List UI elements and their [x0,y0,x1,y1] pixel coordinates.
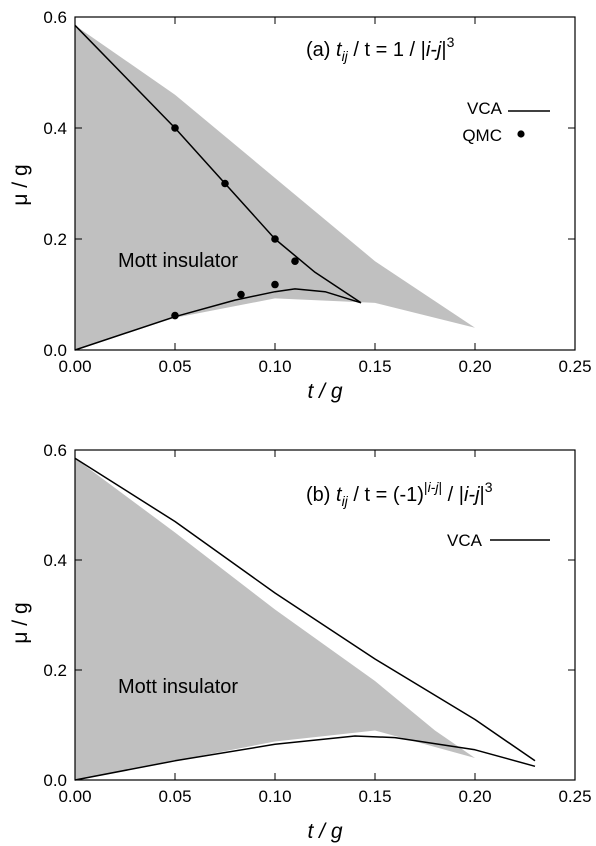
xtick-label-a: 0.10 [258,357,291,376]
xlabel-a: t / g [307,380,342,403]
xtick-label-b: 0.15 [358,787,391,806]
xlabel-b: t / g [307,820,342,843]
panel-b-title: (b) tij / t = (-1)|i-j| / |i-j|3 [306,479,493,509]
qmc-point-a [171,311,179,320]
ytick-label-a: 0.6 [43,8,67,27]
legend-a: VCA QMC [462,99,550,145]
plot-area-a: 0.00 0.05 0.10 0.15 0.20 0.25 0.0 0.2 0.4 0.6 [43,8,591,376]
xtick-label-b: 0.10 [258,787,291,806]
qmc-point-a [237,290,245,299]
mott-region-a [75,25,475,350]
vca-line-b-1 [74,735,536,781]
legend-a-label-0: VCA [467,99,503,118]
ytick-label-b: 0.4 [43,551,67,570]
vca-line-a-0 [74,24,362,304]
ytick-label-a: 0.2 [43,230,67,249]
qmc-point-a [271,280,279,289]
mott-region-b [75,458,475,780]
qmc-point-a [291,257,299,266]
legend-b-label-0: VCA [447,531,483,550]
ytick-label-b: 0.6 [43,441,67,460]
qmc-point-a [171,124,179,132]
plot-area-b: 0.00 0.05 0.10 0.15 0.20 0.25 0.0 0.2 0.4 0.6 [43,441,591,806]
ytick-label-a: 0.0 [43,341,67,360]
legend-a-label-1: QMC [462,126,502,145]
xtick-label-a: 0.15 [358,357,391,376]
panel-a-title: (a) tij / t = 1 / |i-j|3 [306,34,455,64]
ylabel-b: μ / g [9,602,32,643]
xtick-label-b: 0.05 [158,787,191,806]
xtick-label-b: 0.20 [458,787,491,806]
panel-a: 0.00 0.05 0.10 0.15 0.20 0.25 0.0 0.2 0.4 0.6 (a)… [9,8,592,403]
qmc-point-a [271,235,279,243]
qmc-point-a [221,179,229,188]
xtick-label-a: 0.00 [58,357,91,376]
xtick-label-a: 0.25 [558,357,591,376]
plot-frame-b [74,449,576,781]
panel-b: 0.00 0.05 0.10 0.15 0.20 0.25 0.0 0.2 0.4 0.6 (b)… [9,441,592,843]
ytick-label-b: 0.2 [43,661,67,680]
region-label-b: Mott insulator [118,676,238,698]
ytick-label-a: 0.4 [43,119,67,138]
region-label-a: Mott insulator [118,250,238,272]
xtick-label-b: 0.00 [58,787,91,806]
ytick-label-b: 0.0 [43,771,67,790]
xtick-label-a: 0.20 [458,357,491,376]
xtick-label-b: 0.25 [558,787,591,806]
ylabel-a: μ / g [9,164,32,205]
vca-line-b-0 [74,457,536,762]
legend-a-marker-1 [517,130,525,138]
legend-b: VCA [447,531,550,550]
plot-frame-a [74,16,576,351]
xtick-label-a: 0.05 [158,357,191,376]
